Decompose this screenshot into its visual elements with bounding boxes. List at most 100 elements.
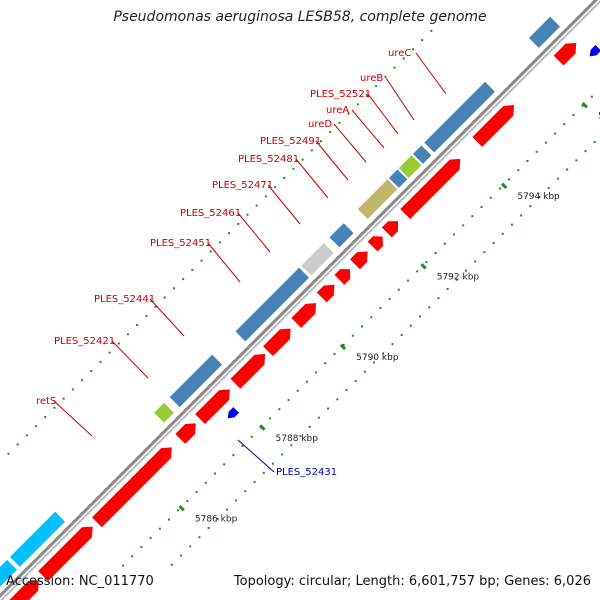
leader-line: [207, 242, 241, 283]
cds-box: [169, 354, 223, 408]
tick-dot: [172, 287, 175, 290]
forward-cds-arrow: [230, 354, 266, 389]
ruler-label: 5788 kbp: [276, 434, 319, 444]
cds-box: [424, 81, 495, 153]
tick-dot: [547, 186, 550, 189]
tick-dot: [209, 250, 212, 253]
accession-text: Accession: NC_011770: [6, 574, 154, 589]
tick-dot: [213, 472, 216, 475]
tick-dot: [274, 186, 277, 189]
tick-dot: [207, 526, 210, 529]
tick-dot: [16, 443, 19, 446]
ruler-tick: [178, 505, 185, 512]
cds-box: [154, 402, 174, 423]
tick-dot: [290, 444, 293, 447]
gene-label: ureA: [326, 105, 349, 116]
leader-line: [315, 140, 349, 181]
tick-dot: [556, 177, 559, 180]
tick-dot: [292, 167, 295, 170]
tick-dot: [163, 296, 166, 299]
tick-dot: [347, 112, 350, 115]
tick-dot: [62, 397, 65, 400]
tick-dot: [182, 278, 185, 281]
tick-dot: [244, 490, 247, 493]
forward-cds-arrow: [381, 221, 399, 238]
tick-dot: [149, 536, 152, 539]
tick-dot: [122, 564, 125, 567]
tick-dot: [189, 545, 192, 548]
tick-dot: [310, 149, 313, 152]
gene-label: PLES_52421: [54, 336, 115, 347]
tick-dot: [510, 223, 513, 226]
tick-dot: [204, 481, 207, 484]
tick-dot: [246, 213, 249, 216]
forward-cds-arrow: [400, 158, 461, 219]
forward-cds-arrow: [9, 580, 39, 600]
ruler-label: 5794 kbp: [517, 192, 560, 202]
gene-label: ureD: [308, 119, 332, 130]
tick-dot: [397, 288, 400, 291]
leader-line: [237, 439, 275, 473]
tick-dot: [327, 407, 330, 410]
genome-summary-text: Topology: circular; Length: 6,601,757 bp…: [233, 574, 591, 589]
tick-dot: [25, 434, 28, 437]
ruler-label: 5796 kbp: [598, 111, 600, 121]
tick-dot: [336, 398, 339, 401]
cds-box: [357, 179, 398, 219]
forward-cds-arrow: [553, 42, 577, 66]
tick-dot: [489, 196, 492, 199]
forward-cds-arrow: [195, 389, 230, 425]
tick-dot: [90, 370, 93, 373]
tick-dot: [253, 481, 256, 484]
gene-label: PLES_52451: [150, 238, 211, 249]
leader-line: [237, 212, 271, 253]
tick-dot: [375, 85, 378, 88]
tick-dot: [356, 103, 359, 106]
tick-dot: [452, 233, 455, 236]
tick-dot: [554, 132, 557, 135]
ruler-label: 5792 kbp: [437, 273, 480, 283]
tick-dot: [250, 435, 253, 438]
tick-dot: [379, 307, 382, 310]
map-title: Pseudomonas aeruginosa LESB58, complete …: [113, 9, 487, 25]
leader-line: [385, 77, 415, 121]
tick-dot: [317, 416, 320, 419]
tick-dot: [278, 408, 281, 411]
tick-dot: [271, 462, 274, 465]
tick-dot: [228, 232, 231, 235]
reverse-cds-arrow: [589, 45, 600, 57]
leader-line: [415, 52, 447, 95]
tick-dot: [186, 500, 189, 503]
gene-label: ureB: [360, 73, 383, 84]
leader-line: [53, 400, 93, 437]
ruler-label: 5786 kbp: [195, 514, 238, 524]
tick-dot: [345, 389, 348, 392]
tick-dot: [145, 314, 148, 317]
cds-box: [528, 16, 561, 48]
tick-dot: [235, 499, 238, 502]
tick-dot: [191, 268, 194, 271]
ruler-tick: [581, 101, 588, 109]
tick-dot: [508, 178, 511, 181]
tick-dot: [421, 39, 424, 42]
tick-dot: [593, 140, 596, 143]
tick-dot: [419, 315, 422, 318]
tick-dot: [195, 490, 198, 493]
tick-dot: [329, 131, 332, 134]
gene-label: PLES_52441: [94, 294, 155, 305]
leader-line: [111, 340, 149, 379]
gene-label: PLES_52431: [276, 467, 337, 478]
tick-dot: [338, 121, 341, 124]
tick-dot: [526, 160, 529, 163]
leader-line: [149, 298, 185, 337]
ruler-tick: [420, 263, 427, 270]
tick-dot: [177, 509, 180, 512]
gene-label: PLES_52461: [180, 208, 241, 219]
tick-dot: [342, 343, 345, 346]
tick-dot: [170, 563, 173, 566]
tick-dot: [462, 224, 465, 227]
tick-dot: [407, 279, 410, 282]
tick-dot: [402, 57, 405, 60]
tick-dot: [590, 95, 593, 98]
